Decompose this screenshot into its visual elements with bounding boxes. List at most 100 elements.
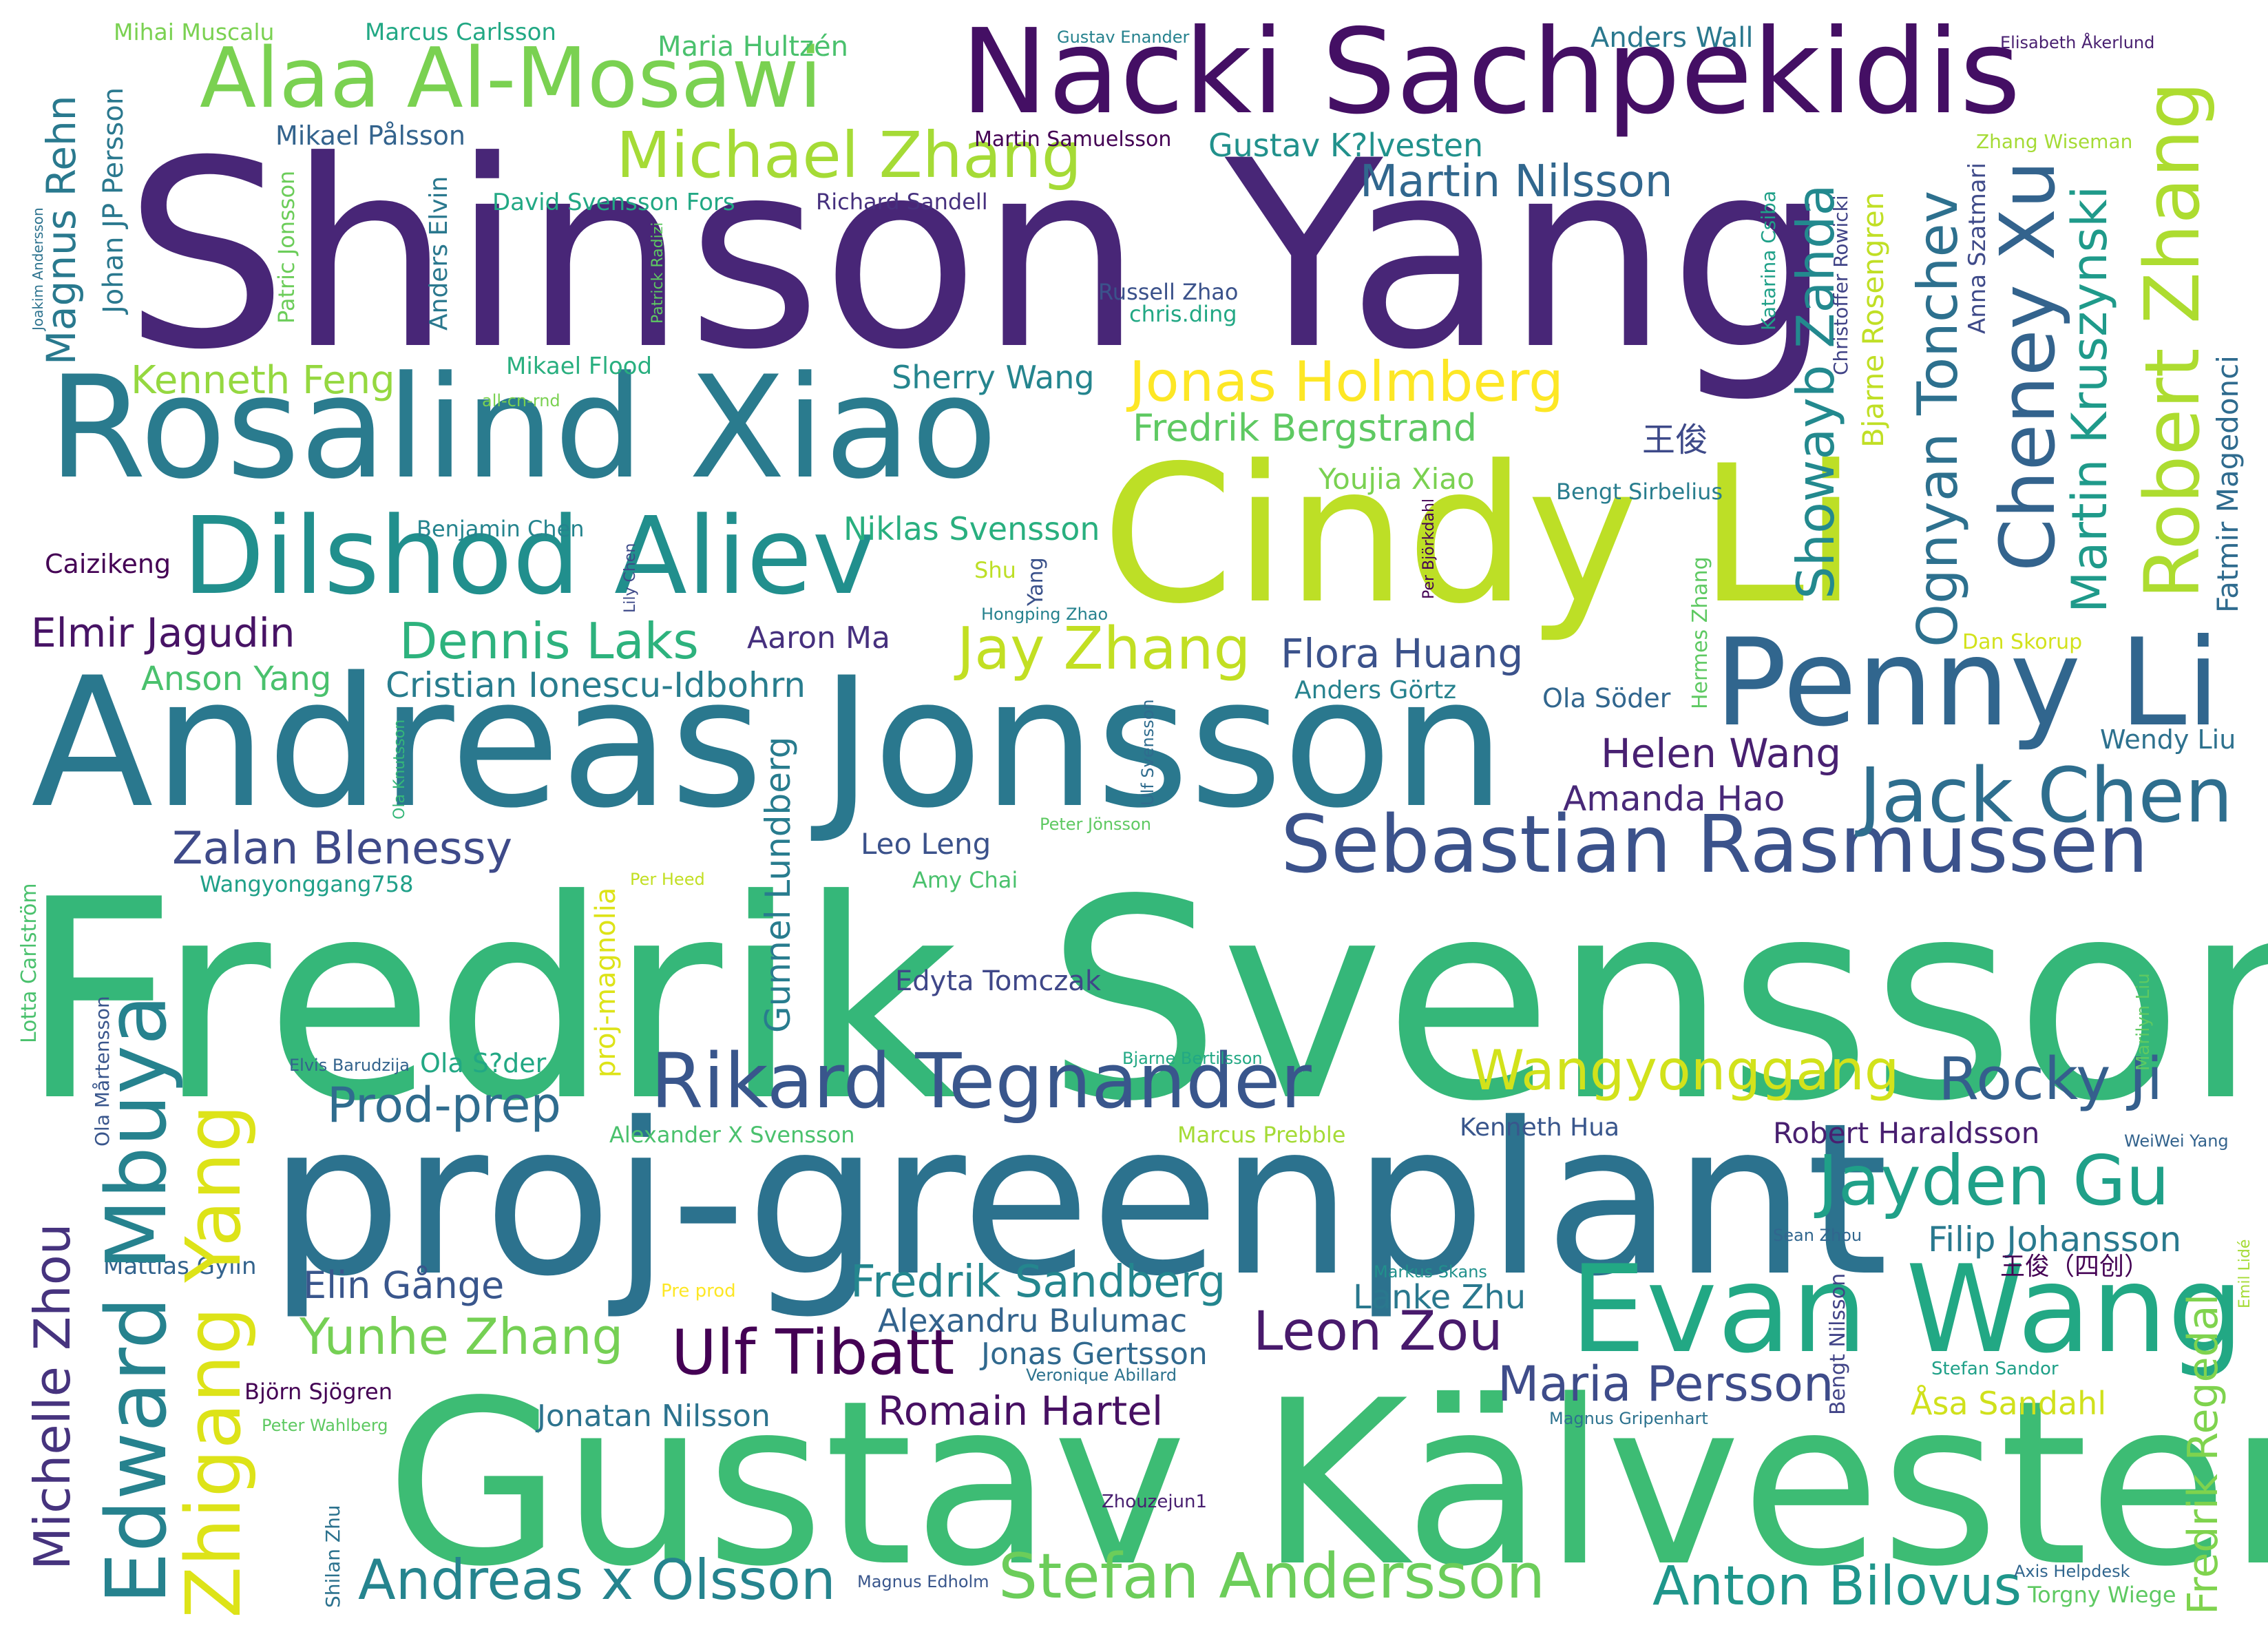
word-cheney-xu: Cheney Xu	[1984, 160, 2072, 572]
word-yunhe-zhang: Yunhe Zhang	[300, 1308, 624, 1366]
word-proj-greenplant: proj-greenplant	[269, 1078, 1889, 1322]
word-anton-bilovus: Anton Bilovus	[1652, 1556, 2022, 1618]
word-small: Mikael Pålsson	[275, 121, 465, 151]
word-alexandru-bulumac: Alexandru Bulumac	[878, 1302, 1188, 1339]
word-johan-jp-persson: Johan JP Persson	[98, 87, 129, 313]
word-nacki-sachpekidis: Nacki Sachpekidis	[960, 4, 2021, 140]
word-mattias-gylin: Mattias Gylin	[103, 1253, 257, 1280]
word-small: Richard Sandell	[816, 189, 988, 215]
word-small-vertical: Shilan Zhu	[322, 1505, 344, 1608]
word-small: 王俊（四创）	[2000, 1253, 2150, 1281]
word-filip-johansson: Filip Johansson	[1928, 1220, 2182, 1259]
word-small: chris.ding	[1129, 301, 1237, 327]
word-small: Magnus Gripenhart	[1549, 1409, 1708, 1428]
word-small: Veronique Abillard	[1026, 1366, 1177, 1385]
word-small: David Svensson Fors	[492, 189, 735, 216]
word-small-vertical: Bengt Nilsson	[1826, 1273, 1850, 1415]
word-elmir-jagudin: Elmir Jagudin	[31, 609, 295, 656]
word-amanda-hao: Amanda Hao	[1563, 779, 1785, 819]
word-cindy-li: Cindy Li	[1102, 425, 1858, 645]
word-fredrik-svensson: Fredrik Svensson	[19, 841, 2268, 1162]
word-jonatan-nilsson: Jonatan Nilsson	[537, 1399, 770, 1434]
word-prod-prep: Prod-prep	[327, 1077, 561, 1133]
word-sebastian-rasmussen: Sebastian Rasmussen	[1281, 799, 2149, 891]
word-small: Caizikeng	[45, 549, 171, 579]
word-small: Axis Helpdesk	[2014, 1562, 2130, 1581]
word-small-vertical: Emil Lidé	[2236, 1239, 2254, 1308]
word-small: Benjamin Chen	[417, 516, 585, 542]
word-small-vertical: Ola Knutsson	[391, 719, 408, 819]
word-small: Magnus Edholm	[857, 1572, 989, 1591]
word-small: Mihai Muscalu	[114, 19, 275, 45]
word-wangyonggang: Wangyonggang	[1470, 1038, 1900, 1102]
word-evan-wang: Evan Wang	[1570, 1240, 2244, 1380]
word-small: Amy Chai	[912, 867, 1018, 893]
word-small: Russell Zhao	[1098, 279, 1239, 305]
word-ognyan-tonchev: Ognyan Tonchev	[1906, 190, 1970, 647]
word-lanke-zhu: Lanke Zhu	[1353, 1278, 1526, 1317]
word-small: Elvis Barudzija	[289, 1056, 410, 1075]
word-jay-zhang: Jay Zhang	[957, 615, 1251, 683]
word-penny-li: Penny Li	[1714, 614, 2220, 753]
word-wendy-liu: Wendy Liu	[2100, 724, 2236, 755]
word-small: Pre prod	[661, 1281, 736, 1301]
word-small: Markus Skans	[1374, 1262, 1487, 1281]
word-robert-haraldsson: Robert Haraldsson	[1773, 1116, 2040, 1150]
word-small: Bjarne Bertilsson	[1122, 1049, 1263, 1068]
word-edyta-tomczak: Edyta Tomczak	[895, 965, 1101, 997]
word-ulf-tibatt: Ulf Tibatt	[671, 1317, 955, 1389]
word-bjarne-rosengren: Bjarne Rosengren	[1856, 191, 1890, 448]
word-magnus-rehn: Magnus Rehn	[38, 95, 85, 365]
word-small: all-cn-rnd	[482, 391, 560, 410]
word-small: Shu	[974, 557, 1016, 583]
word-small: Marcus Prebble	[1177, 1122, 1346, 1148]
word-small-vertical: Christoffer Rowicki	[1829, 195, 1852, 375]
word-small: Torgny Wiege	[2028, 1582, 2176, 1608]
word-small-vertical: Joakim Andersson	[30, 207, 46, 331]
word-fredrik-bergstrand: Fredrik Bergstrand	[1133, 406, 1478, 450]
word-flora-huang: Flora Huang	[1281, 630, 1524, 677]
word-small-vertical: proj-magnolia	[590, 887, 622, 1078]
word-michael-zhang: Michael Zhang	[616, 118, 1082, 192]
word-aaron-ma: Aaron Ma	[747, 620, 890, 656]
word-jayden-gu: Jayden Gu	[1818, 1140, 2170, 1221]
word-helen-wang: Helen Wang	[1601, 730, 1842, 777]
word-martin-nilsson: Martin Nilsson	[1360, 156, 1673, 207]
word-fatmir-magedonci: Fatmir Magedonci	[2211, 355, 2245, 613]
word-anson-yang: Anson Yang	[141, 660, 332, 698]
word-gunnel-lundberg: Gunnel Lundberg	[758, 736, 798, 1033]
word-small: Anders Görtz	[1294, 676, 1457, 704]
word-small: Dan Skorup	[1962, 630, 2083, 654]
word-asa-sandahl: Åsa Sandahl	[1911, 1385, 2107, 1422]
word-stefan-andersson: Stefan Andersson	[998, 1540, 1546, 1613]
word-michelle-zhou: Michelle Zhou	[23, 1223, 81, 1570]
word-small-vertical: Anna Szatmari	[1964, 163, 1991, 334]
word-small: Stefan Sandor	[1931, 1359, 2059, 1379]
word-small: Zhouzejun1	[1102, 1492, 1208, 1512]
word-small: Peter Wahlberg	[262, 1416, 388, 1435]
word-small-vertical: Anders Elvin	[425, 176, 453, 331]
word-fredrik-sandberg: Fredrik Sandberg	[850, 1257, 1226, 1308]
word-small-vertical: Patrick Radizi	[649, 222, 666, 324]
word-small: Sean Zhou	[1773, 1226, 1862, 1245]
word-andreas-x-olsson: Andreas x Olsson	[358, 1548, 836, 1612]
word-dilshod-aliev: Dilshod Aliev	[182, 494, 876, 618]
word-elin-gange: Elin Gånge	[303, 1264, 505, 1307]
word-dennis-laks: Dennis Laks	[399, 612, 699, 670]
word-maria-persson: Maria Persson	[1498, 1356, 1834, 1412]
word-ola-soder: Ola Söder	[1542, 683, 1671, 713]
word-rosalind-xiao: Rosalind Xiao	[48, 346, 998, 510]
word-sherry-wang: Sherry Wang	[892, 359, 1095, 396]
word-andreas-jonsson: Andreas Jonsson	[31, 640, 1506, 848]
word-small-vertical: Lily Chen	[622, 543, 639, 613]
word-shinson-yang: Shinson Yang	[124, 106, 1834, 406]
word-small-vertical: Katarina Csiba	[1757, 190, 1780, 331]
word-small: Elisabeth Åkerlund	[2000, 33, 2155, 52]
word-small: Björn Sjögren	[244, 1379, 392, 1405]
word-small: Alexander X Svensson	[609, 1122, 855, 1148]
word-small: Peter Jönsson	[1040, 815, 1151, 834]
word-kenneth-feng: Kenneth Feng	[131, 358, 395, 403]
word-zalan-blenessy: Zalan Blenessy	[172, 823, 513, 875]
word-small-vertical: Marilyn Liu	[2133, 973, 2154, 1071]
